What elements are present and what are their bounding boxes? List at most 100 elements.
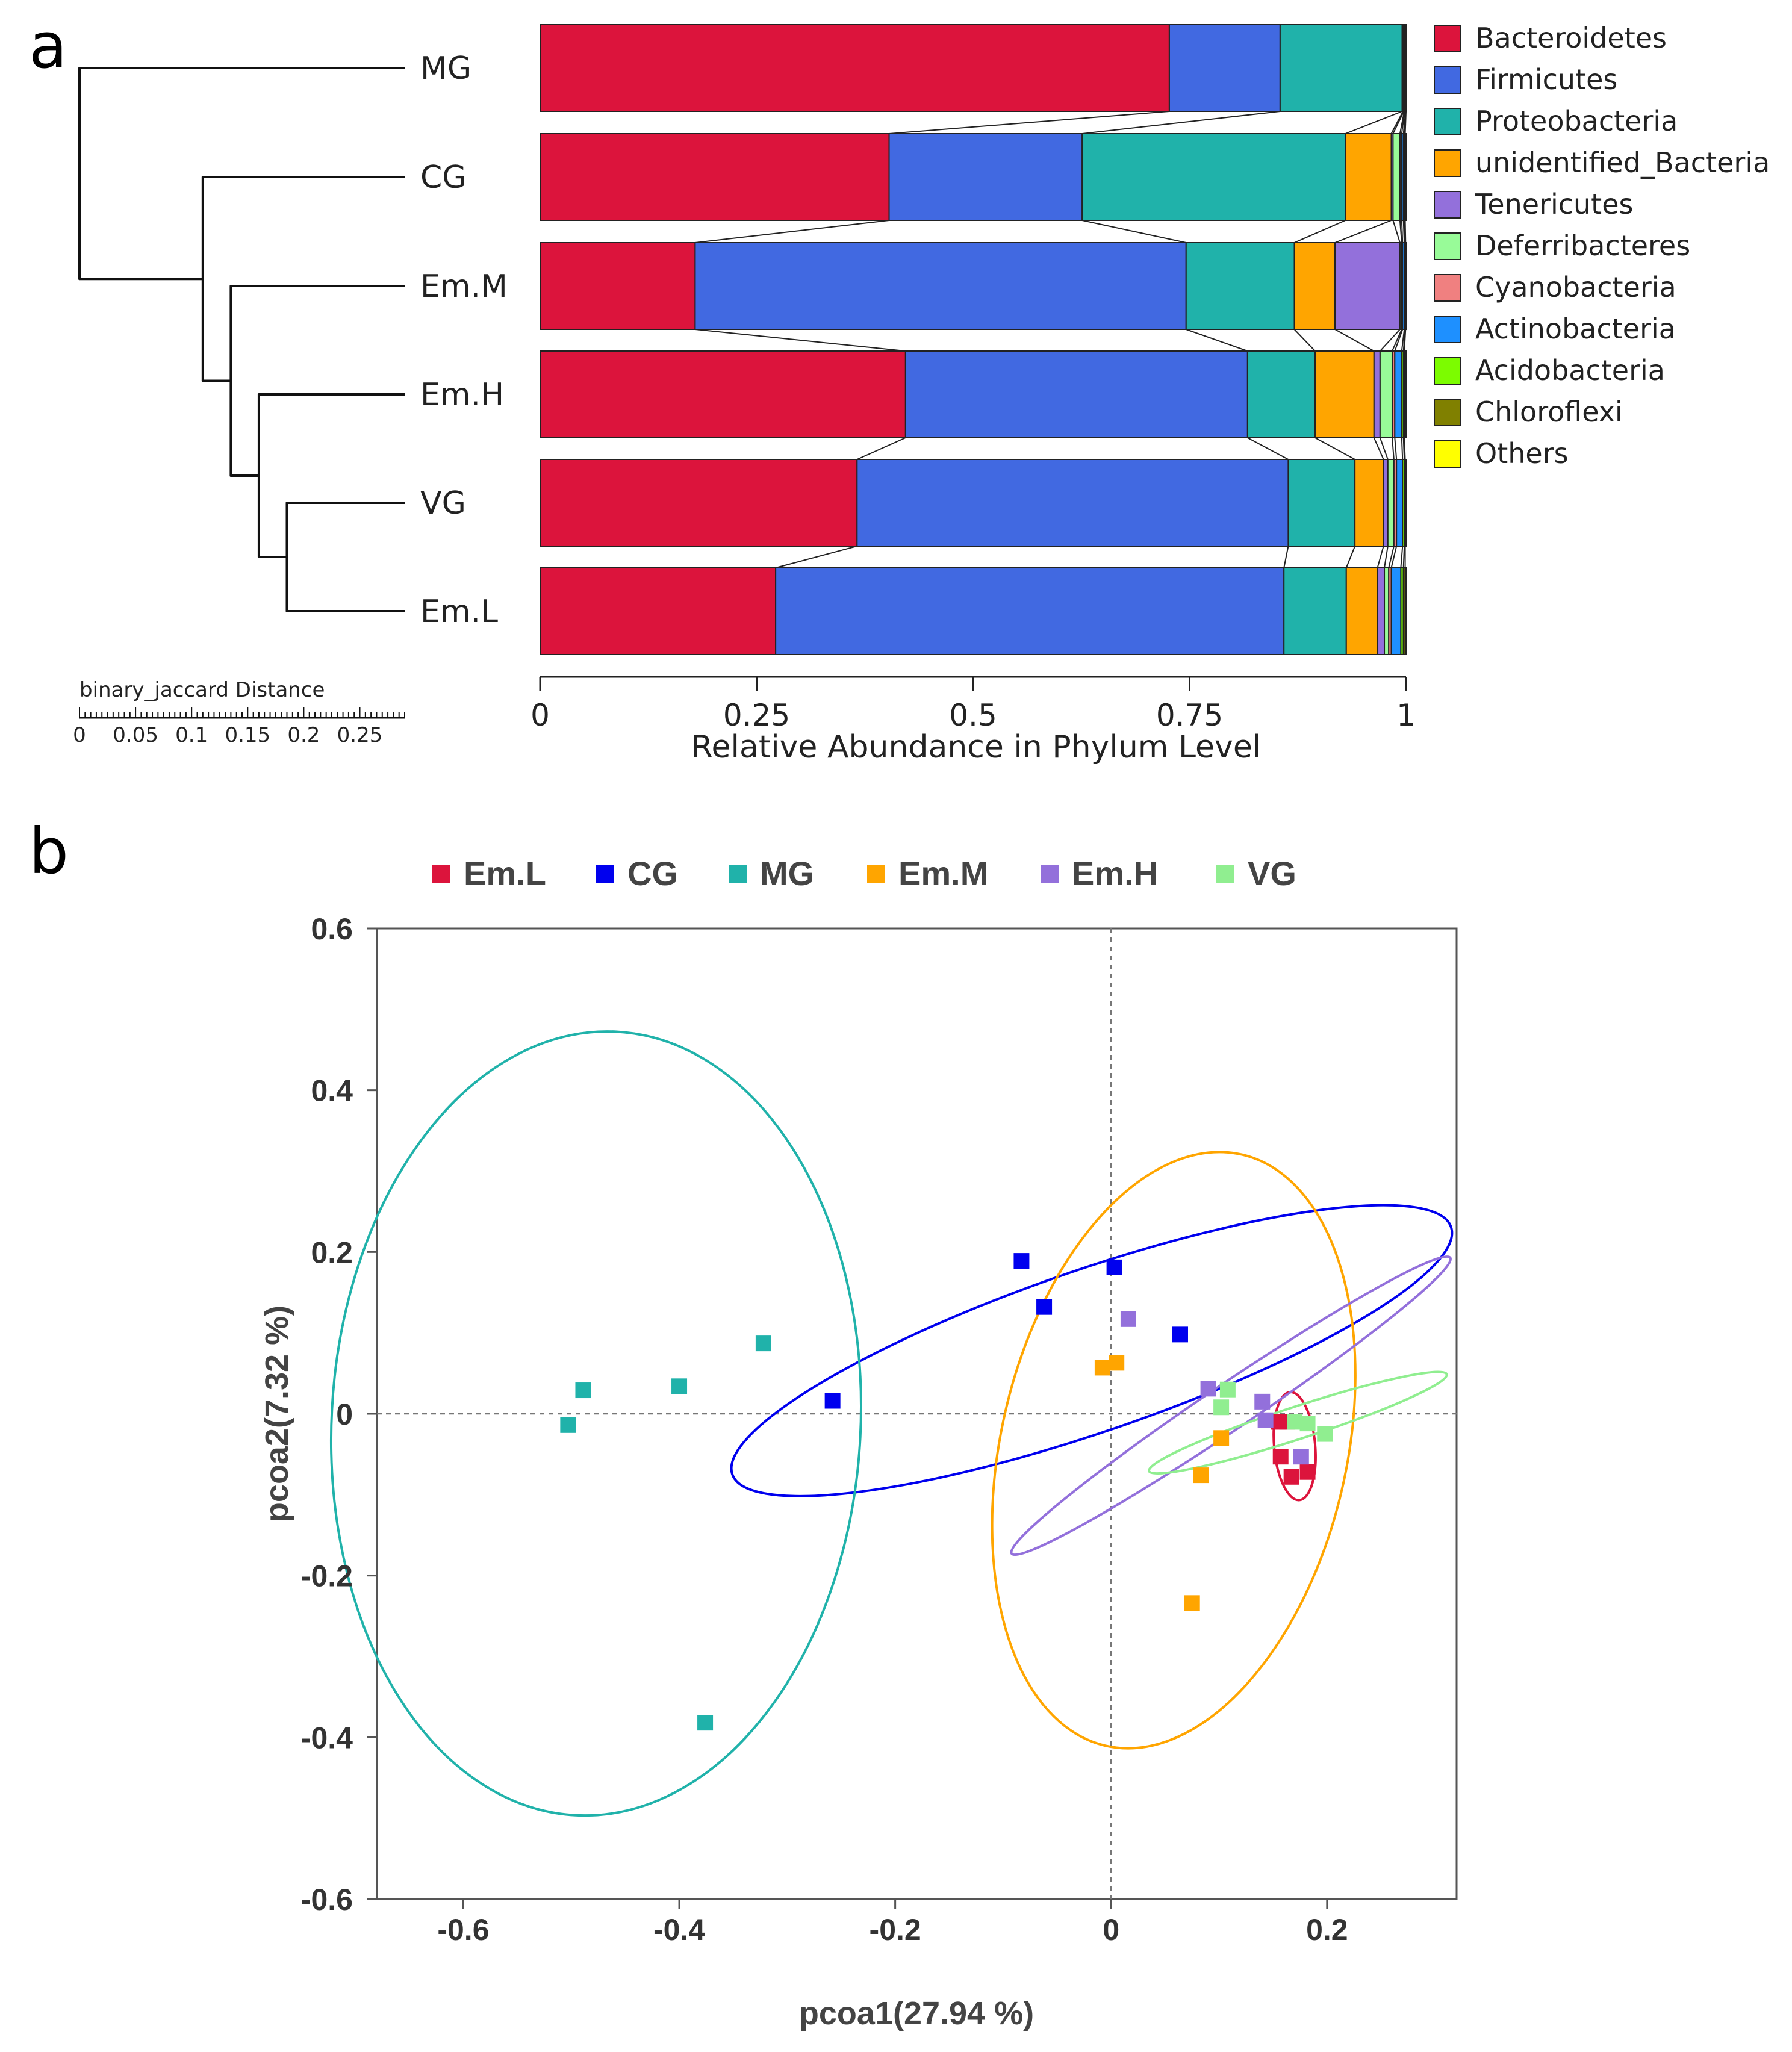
pcoa-x-axis-title: pcoa1(27.94 %): [799, 1995, 1034, 2032]
connector-line: [1390, 111, 1404, 134]
pcoa-ellipses: [329, 1030, 1454, 1817]
pcoa-legend-label-vg: VG: [1248, 854, 1296, 892]
bar-vg-proteobacteria: [1287, 459, 1356, 547]
point-em-h: [1254, 1393, 1271, 1410]
connector-line: [1082, 111, 1280, 134]
legend-label-proteobacteria: Proteobacteria: [1475, 105, 1678, 137]
bar-em-l-unidentified-bacteria: [1345, 567, 1378, 655]
bar-em-h-deferribacteres: [1379, 350, 1393, 438]
legend-label-bacteroidetes: Bacteroidetes: [1475, 22, 1667, 54]
pcoa-y-tick-label: 0.2: [311, 1236, 353, 1269]
bar-cg-others: [1404, 133, 1407, 221]
panel-label-b: b: [29, 815, 69, 888]
bar-cg-firmicutes: [888, 133, 1083, 221]
connector-line: [1345, 546, 1356, 568]
point-mg: [697, 1715, 714, 1731]
connector-line: [856, 437, 906, 460]
pcoa-axes: -0.6 -0.4 -0.2 0 0.2 0.6 0.4 0.2 0 -0.2 -0.4 -0.6: [301, 912, 1348, 1947]
legend-label-others: Others: [1475, 437, 1569, 470]
point-vg: [1299, 1416, 1316, 1432]
connector-line: [1390, 546, 1398, 568]
sample-labels: MG CG Em.M Em.H VG Em.L: [420, 51, 508, 630]
sample-label-em-m: Em.M: [420, 269, 508, 305]
legend-swatch-unidentified-bacteria: [1434, 149, 1461, 177]
connector-line: [1401, 111, 1405, 134]
pcoa-legend: Em.L CG MG Em.M Em.H VG: [432, 854, 1296, 892]
pcoa-legend-label-em-h: Em.H: [1072, 854, 1158, 892]
pcoa-x-tick-label: 0.2: [1306, 1913, 1348, 1947]
connector-line: [889, 111, 1169, 134]
bar-em-m-tenericutes: [1334, 242, 1401, 330]
bar-vg-unidentified-bacteria: [1354, 459, 1384, 547]
bar-mg-bacteroidetes: [540, 24, 1170, 112]
pcoa-y-tick-label: 0.6: [311, 912, 353, 946]
bar-em-m-others: [1405, 242, 1407, 330]
bar-em-h-firmicutes: [904, 350, 1248, 438]
bar-x-tick-label: 0.25: [723, 698, 790, 733]
point-mg: [560, 1417, 576, 1433]
point-vg: [1219, 1381, 1236, 1398]
bar-vg-deferribacteres: [1387, 459, 1395, 547]
connector-line: [1388, 546, 1395, 568]
pcoa-y-tick-label: 0: [336, 1398, 353, 1431]
connector-line: [1334, 220, 1392, 243]
dendrogram-branch: [201, 176, 405, 382]
bar-em-m-bacteroidetes: [540, 242, 696, 330]
legend-swatch-others: [1434, 440, 1461, 468]
pcoa-legend-label-cg: CG: [627, 854, 678, 892]
bar-em-l-actinobacteria: [1390, 567, 1402, 655]
point-vg: [1317, 1426, 1333, 1442]
scale-tick-label: 0: [73, 723, 86, 747]
dendrogram-branch: [78, 67, 405, 281]
pcoa-zero-lines: [377, 928, 1457, 1899]
point-em-l: [1272, 1449, 1289, 1465]
pcoa-legend-swatch-em-l: [432, 865, 450, 883]
pcoa-x-tick-label: -0.4: [653, 1913, 705, 1947]
bar-legend: Bacteroidetes Firmicutes Proteobacteria uni…: [1434, 22, 1770, 470]
point-em-m: [1109, 1355, 1125, 1371]
point-em-l: [1283, 1469, 1299, 1485]
connector-line: [775, 546, 857, 568]
pcoa-legend-label-em-l: Em.L: [464, 854, 546, 892]
connector-line: [1293, 329, 1316, 352]
pcoa-y-tick-label: -0.6: [301, 1883, 353, 1917]
connector-line: [1334, 329, 1375, 352]
connector-line: [1399, 111, 1405, 134]
pcoa-legend-swatch-mg: [729, 865, 747, 883]
bar-em-h-tenericutes: [1373, 350, 1381, 438]
legend-label-unidentified-bacteria: unidentified_Bacteria: [1475, 146, 1770, 179]
point-em-h: [1200, 1381, 1216, 1397]
bar-x-tick-label: 1: [1396, 698, 1416, 733]
bar-em-m-proteobacteria: [1185, 242, 1295, 330]
sample-label-em-h: Em.H: [420, 377, 504, 413]
bar-vg-tenericutes: [1383, 459, 1389, 547]
bar-x-axis-title: Relative Abundance in Phylum Level: [691, 729, 1262, 765]
legend-swatch-proteobacteria: [1434, 108, 1461, 135]
point-cg: [824, 1393, 841, 1409]
connector-line: [1377, 546, 1384, 568]
legend-swatch-tenericutes: [1434, 191, 1461, 219]
connector-line: [1283, 546, 1289, 568]
connector-line: [695, 329, 906, 352]
bar-mg-proteobacteria: [1279, 24, 1403, 112]
connector-line: [1401, 329, 1405, 352]
point-vg: [1213, 1399, 1230, 1416]
point-cg: [1172, 1326, 1188, 1343]
bar-em-l-bacteroidetes: [540, 567, 777, 655]
pcoa-legend-swatch-em-m: [867, 865, 885, 883]
connector-line: [1081, 220, 1186, 243]
bar-x-axis: 0 0.25 0.5 0.75 1: [530, 676, 1416, 733]
pcoa-legend-label-mg: MG: [760, 854, 814, 892]
ellipse-mg: [329, 1030, 862, 1817]
point-em-m: [1213, 1430, 1230, 1446]
pcoa-x-tick-label: -0.2: [870, 1913, 921, 1947]
legend-swatch-actinobacteria: [1434, 316, 1461, 343]
bar-vg-actinobacteria: [1396, 459, 1404, 547]
bar-cg-unidentified-bacteria: [1345, 133, 1392, 221]
legend-label-firmicutes: Firmicutes: [1475, 63, 1617, 96]
legend-label-cyanobacteria: Cyanobacteria: [1475, 271, 1676, 303]
legend-label-chloroflexi: Chloroflexi: [1475, 396, 1623, 428]
legend-swatch-chloroflexi: [1434, 399, 1461, 426]
dendrogram-branch: [285, 502, 405, 612]
